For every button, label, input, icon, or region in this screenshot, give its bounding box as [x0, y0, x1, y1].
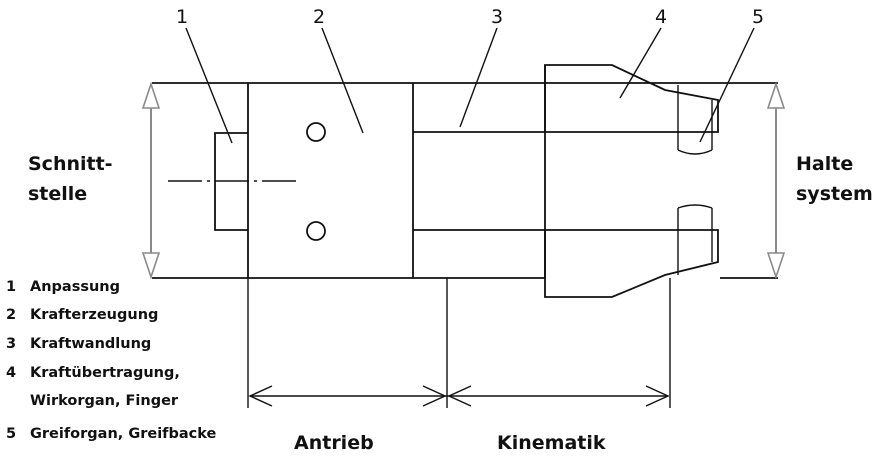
left-dimension-arrow	[141, 81, 161, 280]
left-label-line-1: Schnitt-	[28, 153, 113, 175]
finger-upper	[413, 64, 719, 278]
callout-3: 3	[491, 6, 503, 28]
leader-1	[185, 27, 233, 144]
leader-lines	[185, 27, 755, 144]
label-antrieb: Antrieb	[294, 432, 374, 454]
jaw-lower-curve	[677, 204, 713, 209]
left-arrow-head-top	[141, 81, 161, 109]
gripper-body	[152, 82, 778, 279]
finger-upper-outline	[413, 64, 719, 278]
right-dimension-arrow	[766, 81, 786, 280]
legend-text-1: Anpassung	[30, 279, 120, 295]
legend-num-2: 2	[6, 307, 16, 323]
legend-num-3: 3	[6, 336, 16, 352]
hole-lower	[306, 221, 326, 241]
interface-block	[168, 132, 300, 231]
legend-num-1: 1	[6, 279, 16, 295]
callout-5: 5	[752, 6, 764, 28]
label-kinematik: Kinematik	[497, 432, 606, 454]
jaw-upper	[677, 85, 713, 155]
right-arrow-head-bottom	[766, 252, 786, 280]
legend: 1 Anpassung 2 Krafterzeugung 3 Kraftwand…	[6, 279, 216, 442]
callout-2: 2	[313, 6, 325, 28]
legend-num-5: 5	[6, 426, 16, 442]
hole-upper	[306, 122, 326, 142]
legend-text-4b: Wirkorgan, Finger	[30, 393, 179, 409]
legend-text-5: Greiforgan, Greifbacke	[30, 426, 216, 442]
leader-4	[619, 27, 662, 99]
callout-1: 1	[176, 6, 188, 28]
dim-arrow-antrieb-right	[422, 385, 447, 407]
left-label-line-2: stelle	[28, 183, 87, 205]
dim-arrow-kinematik-left	[447, 385, 472, 407]
leader-5	[699, 27, 755, 143]
left-arrow-head-bottom	[141, 252, 161, 280]
legend-text-3: Kraftwandlung	[30, 336, 151, 352]
legend-text-4: Kraftübertragung,	[30, 365, 180, 381]
dim-arrow-kinematik-right	[645, 385, 670, 407]
dim-arrow-antrieb-left	[248, 385, 273, 407]
right-label-line-2: system	[796, 183, 872, 205]
legend-num-4: 4	[6, 365, 16, 381]
jaw-lower	[677, 204, 713, 275]
leader-3	[459, 27, 498, 128]
finger-lower-outline	[413, 229, 719, 298]
right-label-line-1: Halte	[796, 153, 853, 175]
jaw-upper-curve	[677, 149, 713, 155]
finger-lower	[413, 229, 719, 298]
bottom-dimensions	[247, 278, 671, 408]
leader-2	[321, 27, 364, 134]
right-arrow-head-top	[766, 81, 786, 109]
legend-text-2: Krafterzeugung	[30, 307, 158, 323]
callout-4: 4	[655, 6, 667, 28]
